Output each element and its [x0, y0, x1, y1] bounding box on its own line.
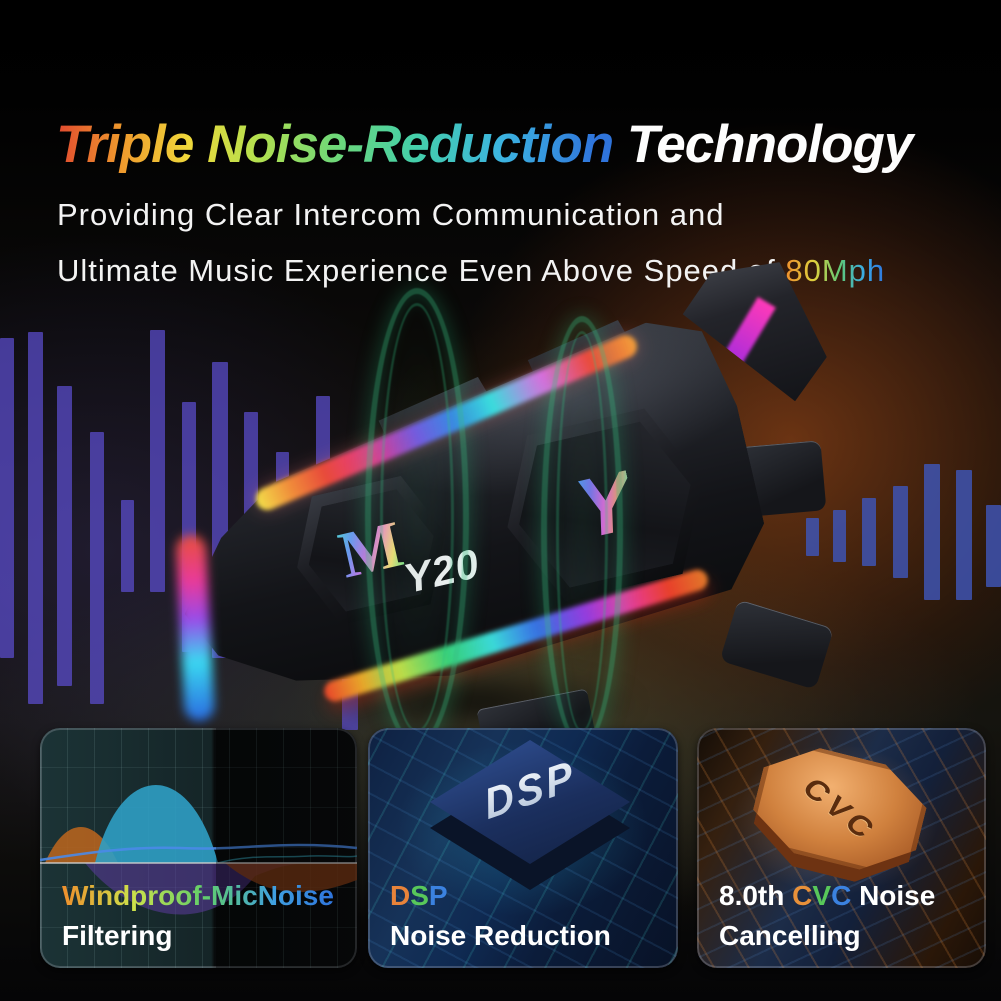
- panel-subtitle-filtering: Filtering: [62, 920, 173, 951]
- equalizer-bar: [28, 332, 43, 704]
- equalizer-bar: [806, 518, 819, 556]
- subtitle-line1: Providing Clear Intercom Communication a…: [57, 197, 725, 232]
- equalizer-bar: [893, 486, 908, 578]
- page-title: Triple Noise-Reduction Technology: [56, 114, 913, 174]
- panel-cvc: CVC 8.0th CVC Noise Cancelling: [697, 728, 986, 968]
- subtitle-line2: Ultimate Music Experience Even Above Spe…: [57, 253, 786, 288]
- equalizer-bar: [956, 470, 972, 600]
- equalizer-bar: [90, 432, 104, 704]
- cvc-title-prefix: 8.0th: [719, 880, 793, 911]
- waveform-chart: [40, 728, 357, 968]
- dsp-chip: DSP: [430, 740, 630, 890]
- equalizer-bar: [862, 498, 876, 566]
- panel-caption: DSP Noise Reduction: [390, 876, 611, 956]
- speed-highlight: 80Mph: [785, 253, 886, 288]
- title-plain-text: Technology: [613, 114, 913, 174]
- panel-title-windproof: Windproof-MicNoise: [62, 876, 334, 916]
- equalizer-bar: [986, 505, 1001, 587]
- equalizer-bar: [121, 500, 134, 592]
- cvc-title-suffix: Noise: [851, 880, 936, 911]
- title-gradient-text: Triple Noise-Reduction: [56, 114, 614, 174]
- equalizer-bar: [57, 386, 72, 686]
- subtitle: Providing Clear Intercom Communication a…: [57, 187, 885, 299]
- panel-title-cvc: 8.0th CVC Noise: [719, 876, 935, 916]
- panel-subtitle-cancelling: Cancelling: [719, 920, 861, 951]
- panel-subtitle-noise-reduction: Noise Reduction: [390, 920, 611, 951]
- panel-dsp: DSP DSP Noise Reduction: [368, 728, 678, 968]
- panel-windproof: Windproof-MicNoise Filtering: [40, 728, 357, 968]
- panel-caption: 8.0th CVC Noise Cancelling: [719, 876, 935, 956]
- equalizer-bar: [924, 464, 940, 600]
- equalizer-bar: [0, 338, 14, 658]
- equalizer-bar: [833, 510, 846, 562]
- panel-caption: Windproof-MicNoise Filtering: [62, 876, 334, 956]
- cvc-title-letters: CVC: [792, 880, 852, 911]
- panel-title-dsp: DSP: [390, 880, 448, 911]
